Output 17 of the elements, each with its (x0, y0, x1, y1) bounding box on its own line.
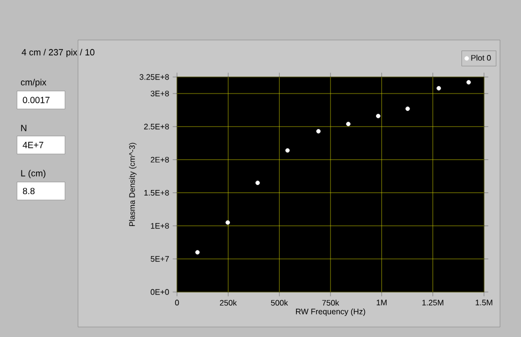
text: 4 cm / 237 pix / 10 (22, 48, 94, 58)
text: 0.0017 (22, 96, 50, 104)
text: cm/pix (20, 78, 46, 88)
point (255, 180, 260, 186)
text: N (21, 124, 26, 132)
point (466, 80, 471, 84)
point (285, 148, 290, 153)
point (346, 122, 350, 126)
point (316, 129, 321, 134)
point (436, 86, 441, 90)
point (376, 114, 380, 118)
text: 8.8 (22, 188, 35, 194)
point (405, 106, 410, 111)
point (195, 250, 200, 254)
text: 4E+7 (22, 142, 44, 148)
point (226, 220, 230, 225)
text: L (cm) (21, 170, 46, 178)
